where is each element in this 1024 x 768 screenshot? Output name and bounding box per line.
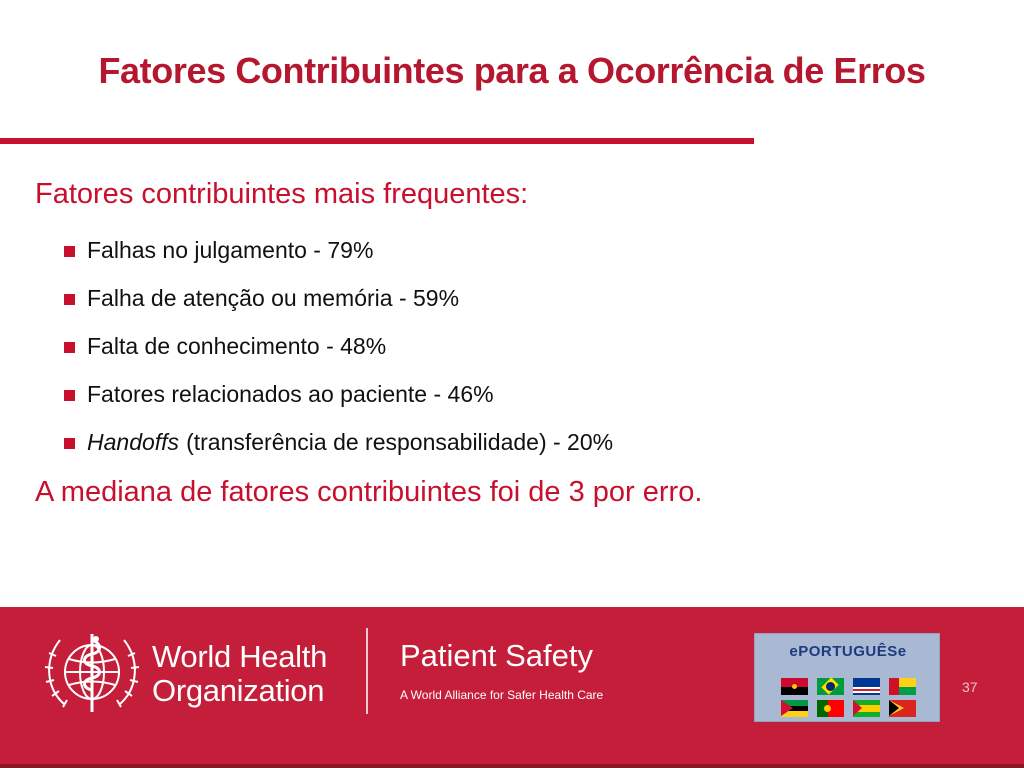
list-heading: Fatores contribuintes mais frequentes:	[35, 178, 529, 210]
list-item: Falta de conhecimento - 48%	[64, 322, 613, 370]
list-item: Falha de atenção ou memória - 59%	[64, 274, 613, 322]
program-title: Patient Safety	[400, 638, 594, 673]
bullet-square-icon	[64, 293, 75, 305]
list-item-emphasis: Handoffs	[87, 428, 180, 455]
bullet-square-icon	[64, 389, 75, 401]
cape-verde-flag-icon	[853, 678, 880, 695]
list-item: Handoffs (transferência de responsabilid…	[64, 418, 613, 466]
list-item-text: Falha de atenção ou memória - 59%	[87, 284, 460, 311]
list-item: Fatores relacionados ao paciente - 46%	[64, 370, 613, 418]
summary-text: A mediana de fatores contribuintes foi d…	[35, 476, 703, 508]
mozambique-flag-icon	[781, 700, 808, 717]
list-item: Falhas no julgamento - 79%	[64, 226, 613, 274]
guinea-bissau-flag-icon	[889, 678, 916, 695]
brazil-flag-icon	[817, 678, 844, 695]
list-item-text: (transferência de responsabilidade) - 20…	[186, 428, 614, 455]
org-name-line1: World Health	[152, 639, 328, 674]
title-underline	[0, 138, 754, 144]
who-wordmark: World Health Organization	[152, 640, 327, 708]
list-item-text: Falhas no julgamento - 79%	[87, 236, 374, 263]
footer-bottom-strip	[0, 764, 1024, 768]
bullet-square-icon	[64, 341, 75, 353]
east-timor-flag-icon	[889, 700, 916, 717]
bullet-square-icon	[64, 437, 75, 449]
eportuguese-badge: ePORTUGUÊSe	[754, 633, 940, 722]
badge-text: ePORTUGUÊSe	[789, 643, 907, 660]
sao-tome-flag-icon	[853, 700, 880, 717]
org-name-line2: Organization	[152, 673, 325, 708]
angola-flag-icon	[781, 678, 808, 695]
program-subtitle: A World Alliance for Safer Health Care	[400, 688, 604, 702]
slide-title: Fatores Contribuintes para a Ocorrência …	[98, 50, 926, 91]
list-item-text: Fatores relacionados ao paciente - 46%	[87, 380, 494, 407]
factor-list: Falhas no julgamento - 79% Falha de aten…	[64, 226, 613, 466]
footer-divider	[366, 628, 368, 714]
list-item-text: Falta de conhecimento - 48%	[87, 332, 387, 359]
page-number: 37	[962, 679, 978, 695]
portugal-flag-icon	[817, 700, 844, 717]
who-emblem-icon	[44, 634, 140, 712]
bullet-square-icon	[64, 245, 75, 257]
